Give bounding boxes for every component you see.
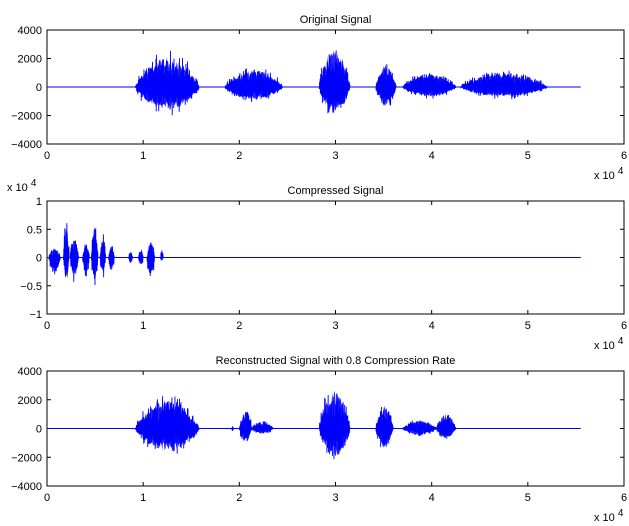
x-tick-label: 5 — [525, 320, 531, 332]
signal-burst-6 — [460, 72, 548, 97]
signal-burst-11 — [160, 249, 164, 261]
signal-burst-6 — [99, 238, 106, 272]
x-multiplier: x 10 4 — [594, 166, 624, 182]
x-tick-label: 0 — [44, 320, 50, 332]
signal-burst-4 — [251, 422, 273, 434]
y-tick-label: 0 — [36, 82, 42, 94]
y-tick-label: 2000 — [18, 54, 42, 66]
x-tick-label: 0 — [44, 492, 50, 504]
x-tick-label: 5 — [525, 492, 531, 504]
x-tick-label: 3 — [332, 150, 338, 162]
x-tick-label: 4 — [429, 150, 435, 162]
signal-burst-10 — [147, 244, 155, 274]
x-tick-label: 2 — [236, 492, 242, 504]
y-tick-label: 0.5 — [27, 224, 42, 236]
signal-burst-8 — [128, 252, 133, 264]
x-tick-label: 2 — [236, 150, 242, 162]
signal-burst-2 — [63, 228, 70, 278]
signal-burst-4 — [375, 65, 397, 106]
x-tick-label: 1 — [140, 150, 146, 162]
x-tick-label: 4 — [429, 492, 435, 504]
x-tick-label: 6 — [621, 150, 627, 162]
chart-title: Original Signal — [300, 14, 372, 26]
signal-burst-2 — [231, 427, 234, 432]
x-tick-label: 6 — [621, 320, 627, 332]
y-tick-label: 4000 — [18, 366, 42, 378]
signal-burst-9 — [138, 249, 144, 265]
panel-1: Original Signal 0 1 2 3 4 5 6 −4000 −2000 0 2000 400… — [11, 14, 627, 182]
x-multiplier: x 10 4 — [594, 336, 624, 352]
signal-burst-1 — [48, 248, 61, 272]
signal-burst-8 — [436, 413, 456, 438]
x-tick-label: 6 — [621, 492, 627, 504]
y-multiplier: x 10 4 — [7, 178, 37, 194]
signal-burst-3 — [70, 240, 79, 274]
y-tick-label: 1 — [36, 196, 42, 208]
x-tick-label: 0 — [44, 150, 50, 162]
x-tick-label: 5 — [525, 150, 531, 162]
y-tick-label: −4000 — [11, 481, 42, 493]
y-tick-label: −4000 — [11, 139, 42, 151]
y-tick-label: −2000 — [11, 111, 42, 123]
y-tick-label: −1 — [29, 309, 42, 321]
signal-burst-3 — [239, 411, 252, 441]
signal-burst-1 — [135, 400, 199, 451]
signal-burst-4 — [82, 245, 90, 275]
y-tick-label: 2000 — [18, 395, 42, 407]
signal-burst-2 — [224, 70, 283, 100]
chart-title: Compressed Signal — [288, 185, 384, 197]
signal-burst-5 — [91, 227, 98, 280]
chart-title: Reconstructed Signal with 0.8 Compressio… — [216, 355, 456, 367]
signal-burst-1 — [135, 57, 199, 110]
y-tick-label: −0.5 — [20, 281, 42, 293]
y-tick-label: 0 — [36, 253, 42, 265]
signal-burst-3 — [319, 50, 350, 114]
x-tick-label: 3 — [332, 320, 338, 332]
x-multiplier: x 10 4 — [594, 508, 624, 524]
y-tick-label: 4000 — [18, 25, 42, 37]
signal-burst-6 — [375, 405, 394, 448]
signal-burst-5 — [402, 73, 456, 97]
x-tick-label: 3 — [332, 492, 338, 504]
y-tick-label: 0 — [36, 424, 42, 436]
signal-burst-5 — [319, 390, 350, 457]
panel-2: Compressed Signal 0 1 2 3 4 5 6 −1 −0.5 0 0.5 1 x 10 … — [7, 178, 627, 352]
x-tick-label: 2 — [236, 320, 242, 332]
signal-burst-7 — [402, 420, 437, 435]
panel-3: Reconstructed Signal with 0.8 Compressio… — [11, 355, 627, 524]
x-tick-label: 1 — [140, 492, 146, 504]
x-tick-label: 4 — [429, 320, 435, 332]
x-tick-label: 1 — [140, 320, 146, 332]
y-tick-label: −2000 — [11, 452, 42, 464]
signal-burst-7 — [108, 246, 115, 271]
